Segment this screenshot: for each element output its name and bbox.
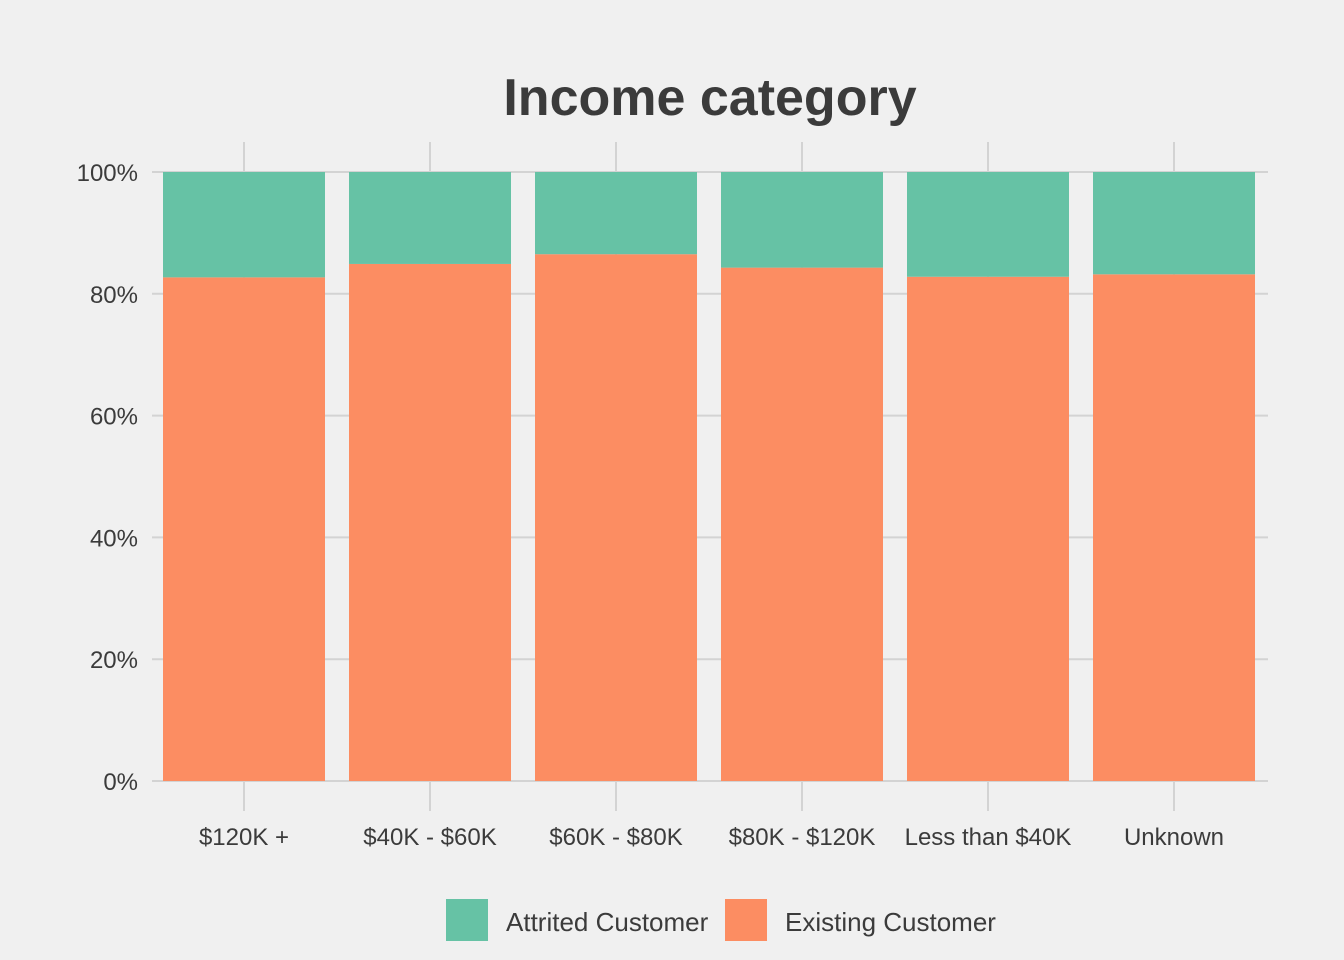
x-tick-label: $80K - $120K xyxy=(729,824,876,851)
bar-segment xyxy=(907,276,1069,781)
y-tick-label: 40% xyxy=(90,525,138,552)
legend-label: Existing Customer xyxy=(785,907,996,937)
bars xyxy=(163,172,1255,782)
y-tick-label: 60% xyxy=(90,404,138,431)
bar-segment xyxy=(721,172,883,268)
bar-segment xyxy=(535,254,697,782)
bar-segment xyxy=(349,263,511,782)
x-tick-label: Less than $40K xyxy=(905,824,1072,851)
x-tick-label: $120K + xyxy=(199,824,289,851)
y-tick-label: 80% xyxy=(90,282,138,309)
x-tick-label: $60K - $80K xyxy=(549,824,682,851)
legend-swatch xyxy=(725,899,767,941)
bar-segment xyxy=(163,277,325,781)
y-tick-label: 0% xyxy=(103,769,138,796)
y-tick-label: 20% xyxy=(90,647,138,674)
x-tick-label: Unknown xyxy=(1124,824,1224,851)
bar-segment xyxy=(349,172,511,264)
x-axis-tick-labels: $120K + $40K - $60K $60K - $80K $80K - $120… xyxy=(199,824,1224,851)
x-tick-label: $40K - $60K xyxy=(363,824,496,851)
bar-segment xyxy=(535,172,697,255)
y-axis-tick-labels: 0% 20% 40% 60% 80% 100% xyxy=(77,160,138,796)
chart-title: Income category xyxy=(503,69,916,127)
bar-segment xyxy=(1093,274,1255,781)
y-tick-label: 100% xyxy=(77,160,138,187)
bar-segment xyxy=(163,172,325,278)
bar-segment xyxy=(721,267,883,781)
legend: Attrited Customer Existing Customer xyxy=(446,899,996,941)
bar-segment xyxy=(1093,172,1255,275)
legend-label: Attrited Customer xyxy=(506,907,709,937)
legend-swatch xyxy=(446,899,488,941)
bar-segment xyxy=(907,172,1069,277)
